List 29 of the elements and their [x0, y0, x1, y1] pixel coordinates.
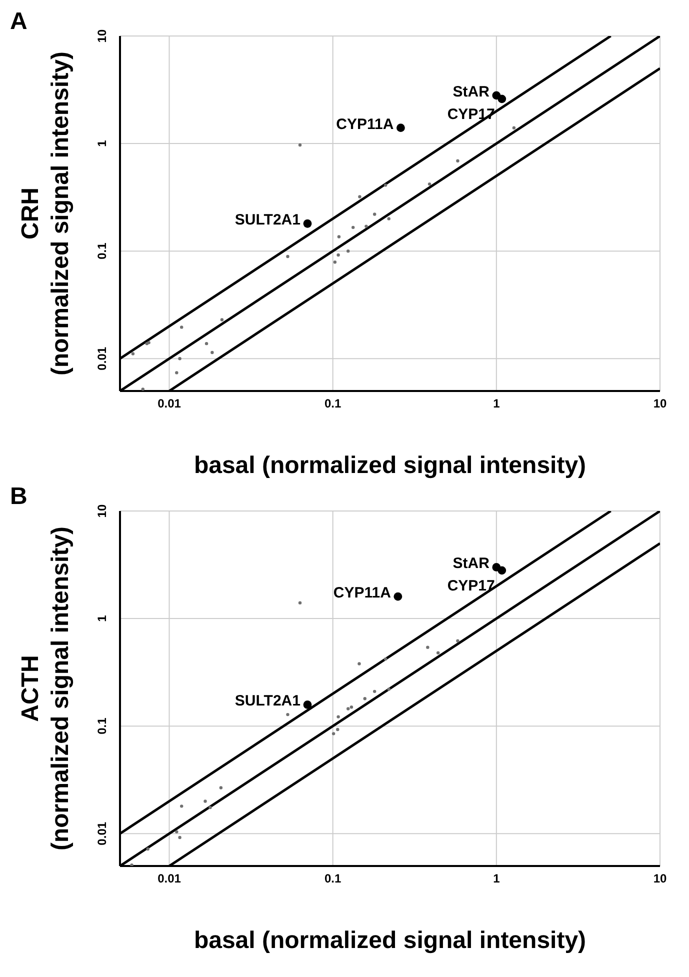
y-tick-label: 0.1: [95, 717, 109, 734]
y-tick-label: 0.01: [95, 346, 109, 370]
y-tick-label: 1: [95, 140, 109, 147]
x-tick-label: 10: [653, 396, 667, 411]
x-tick-label: 0.01: [158, 872, 182, 886]
y-axis-title: ACTH (normalized signal intensity): [17, 526, 74, 851]
x-tick-label: 0.1: [324, 872, 342, 886]
annotation: CYP11A: [336, 116, 394, 133]
annotation: CYP11A: [333, 584, 392, 602]
y-tick-label: 10: [95, 504, 109, 518]
x-axis-title: basal (normalized signal intensity): [194, 927, 586, 954]
annotation: StAR: [452, 83, 490, 100]
annotation: StAR: [452, 555, 490, 572]
chart-title: B: [10, 483, 28, 511]
x-tick-label: 0.01: [158, 396, 182, 411]
annotation: SULT2A1: [234, 692, 300, 710]
annotation: CYP17: [447, 577, 495, 594]
x-tick-label: 1: [493, 396, 500, 411]
x-tick-label: 0.1: [324, 396, 342, 411]
y-tick-label: 0.1: [95, 242, 109, 260]
x-tick-label: 10: [653, 872, 667, 886]
y-axis-title: CRH (normalized signal intensity): [17, 51, 74, 376]
y-tick-label: 1: [95, 614, 109, 622]
x-axis-title: basal (normalized signal intensity): [194, 452, 586, 479]
y-tick-label: 10: [95, 29, 109, 43]
annotation: SULT2A1: [234, 212, 300, 229]
x-tick-label: 1: [493, 872, 500, 886]
chart-title: A: [10, 8, 28, 36]
y-tick-label: 0.01: [95, 822, 109, 846]
